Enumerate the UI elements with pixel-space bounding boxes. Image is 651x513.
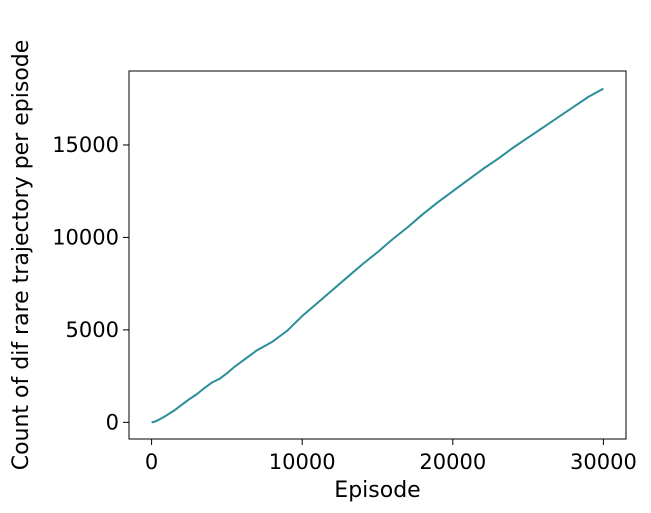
x-axis-ticks: 0 10000 20000 30000 bbox=[145, 439, 637, 474]
x-axis-label: Episode bbox=[334, 478, 420, 503]
y-tick-label: 5000 bbox=[66, 318, 119, 342]
y-tick-label: 10000 bbox=[52, 225, 119, 249]
x-tick-label: 20000 bbox=[419, 450, 486, 474]
y-axis-label: Count of dif rare trajectory per episode bbox=[9, 40, 34, 471]
plot-frame bbox=[128, 70, 627, 440]
x-tick-label: 10000 bbox=[269, 450, 336, 474]
y-tick-label: 15000 bbox=[52, 133, 119, 157]
x-tick-label: 0 bbox=[145, 450, 158, 474]
series-line bbox=[151, 87, 604, 424]
x-tick-label: 30000 bbox=[570, 450, 637, 474]
y-axis-ticks: 0 5000 10000 15000 bbox=[52, 133, 129, 434]
y-tick-label: 0 bbox=[106, 410, 119, 434]
